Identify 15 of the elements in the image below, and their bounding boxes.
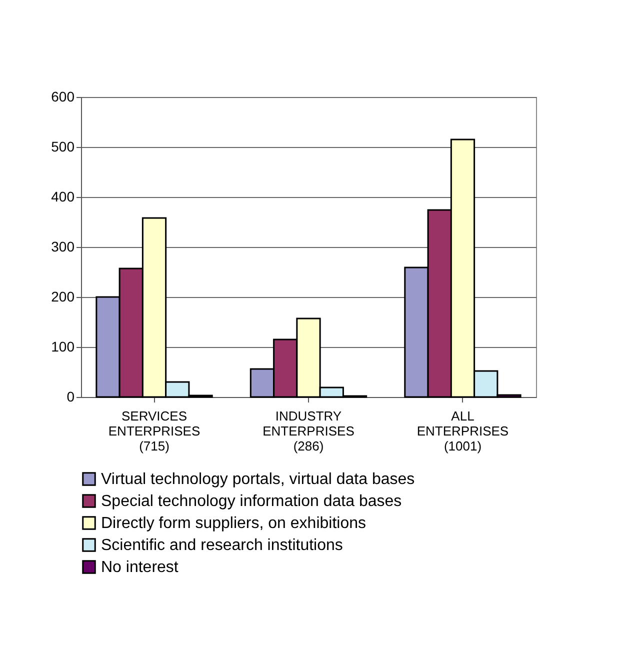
- y-tick-label: 600: [51, 88, 75, 104]
- y-tick-label: 200: [51, 288, 75, 304]
- legend-label: Special technology information data bases: [101, 493, 402, 510]
- y-tick-label: 0: [66, 388, 75, 404]
- legend-label: No interest: [101, 559, 179, 576]
- y-tick-label: 100: [51, 338, 75, 354]
- x-tick-label: INDUSTRY ENTERPRISES (286): [262, 408, 355, 454]
- y-tick-label: 400: [51, 188, 75, 204]
- legend-label: Directly form suppliers, on exhibitions: [101, 515, 366, 532]
- x-tick-label: ALL ENTERPRISES (1001): [416, 408, 509, 454]
- y-tick-label: 300: [51, 238, 75, 254]
- legend-label: Virtual technology portals, virtual data bases: [101, 471, 415, 488]
- legend-label: Scientific and research institutions: [101, 537, 343, 554]
- x-tick-label: SERVICES ENTERPRISES (715): [108, 408, 200, 454]
- y-tick-label: 500: [51, 138, 75, 154]
